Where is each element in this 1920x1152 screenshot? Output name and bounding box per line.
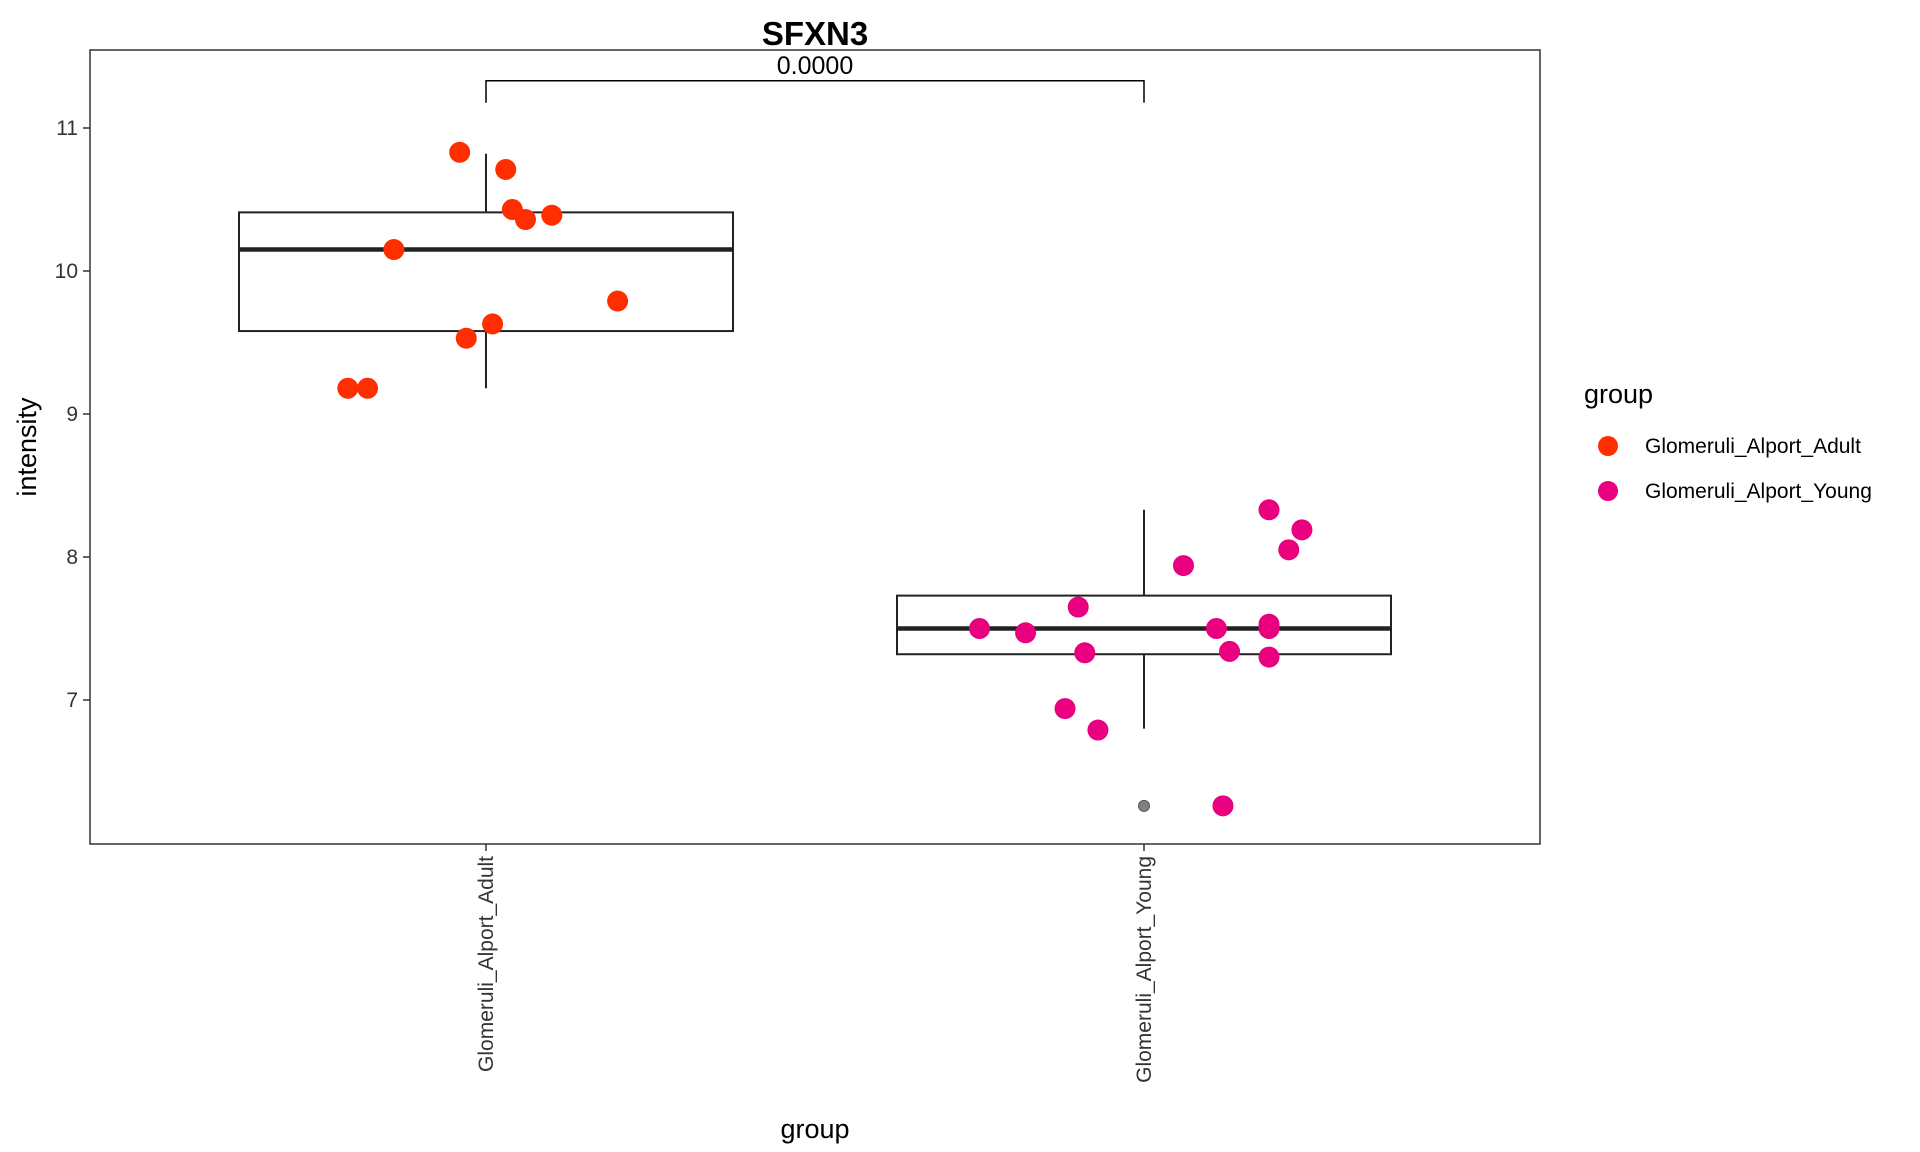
- data-point: [541, 204, 563, 226]
- data-point: [1067, 596, 1089, 618]
- plot-panel: [89, 49, 1541, 845]
- data-point: [1087, 719, 1109, 741]
- data-point: [1291, 519, 1313, 541]
- data-point: [1074, 642, 1096, 664]
- data-point: [607, 290, 629, 312]
- data-point: [357, 377, 379, 399]
- significance-bracket: [485, 80, 1145, 103]
- legend-key-adult: [1598, 436, 1618, 456]
- data-point: [337, 377, 359, 399]
- legend-label-young: Glomeruli_Alport_Young: [1645, 480, 1872, 503]
- data-point: [449, 141, 471, 163]
- data-point: [969, 618, 990, 639]
- x-tick-label: Glomeruli_Alport_Young: [1133, 856, 1156, 1083]
- data-point: [1258, 618, 1280, 639]
- x-axis-title: group: [780, 1114, 849, 1144]
- data-point: [1278, 539, 1300, 561]
- y-tick-label: 7: [66, 689, 78, 712]
- legend-title: group: [1584, 379, 1653, 409]
- data-point: [1219, 640, 1241, 662]
- data-point: [1258, 646, 1280, 668]
- y-tick-label: 11: [56, 117, 78, 140]
- y-axis-title: intensity: [12, 397, 42, 497]
- chart-marks: 7 8 9 10 11 Glomeruli_Alport_Adult Glomeruli_A…: [55, 52, 1392, 1083]
- box-body: [896, 594, 1392, 656]
- significance-label: 0.0000: [777, 52, 853, 80]
- legend-label-adult: Glomeruli_Alport_Adult: [1645, 435, 1861, 458]
- data-point: [1054, 698, 1076, 720]
- y-tick-label: 9: [66, 403, 78, 426]
- x-tick-label: Glomeruli_Alport_Adult: [475, 856, 498, 1072]
- box-outlier: [1138, 799, 1150, 812]
- data-point: [1205, 618, 1227, 639]
- data-point: [495, 158, 517, 180]
- data-point: [455, 327, 477, 349]
- data-point: [383, 239, 405, 261]
- data-point: [1258, 499, 1280, 521]
- legend-key-young: [1598, 481, 1618, 501]
- y-tick-label: 10: [55, 260, 78, 283]
- data-point: [514, 209, 536, 231]
- data-point: [1212, 795, 1234, 817]
- chart-title: SFXN3: [762, 15, 868, 52]
- data-point: [482, 313, 504, 335]
- data-point: [1015, 622, 1037, 644]
- data-point: [1172, 555, 1194, 577]
- y-tick-label: 8: [66, 546, 78, 569]
